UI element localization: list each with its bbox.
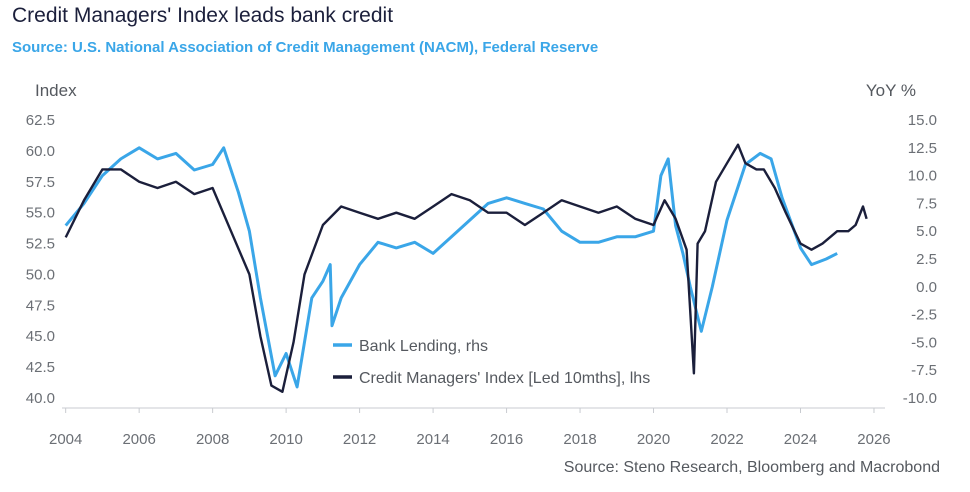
chart-title: Credit Managers' Index leads bank credit [12,4,394,27]
chart-subtitle: Source: U.S. National Association of Cre… [12,39,599,56]
right-tick-label: 15.0 [908,112,937,129]
bank-lending-line [64,146,838,389]
left-tick-label: 60.0 [26,143,55,160]
x-tick-label: 2010 [269,431,302,448]
left-tick-label: 55.0 [26,205,55,222]
left-tick-label: 62.5 [26,112,55,129]
source-note: Source: Steno Research, Bloomberg and Ma… [563,459,940,476]
x-tick-label: 2014 [416,431,449,448]
left-tick-label: 40.0 [26,390,55,407]
legend: Bank Lending, rhs Credit Managers' Index … [333,338,650,387]
left-axis: 62.5 60.0 57.5 55.0 52.5 50.0 47.5 45.0 42.5 40.0 [26,112,55,407]
series-layer [64,143,868,393]
x-tick-label: 2022 [710,431,743,448]
x-tick-label: 2020 [637,431,670,448]
right-tick-label: -5.0 [911,334,937,351]
left-tick-label: 45.0 [26,328,55,345]
cmi-line [64,143,868,393]
right-tick-label: 12.5 [908,140,937,157]
legend-label: Credit Managers' Index [Led 10mths], lhs [359,370,650,387]
x-tick-label: 2016 [490,431,523,448]
legend-label: Bank Lending, rhs [359,338,488,355]
left-tick-label: 47.5 [26,297,55,314]
right-tick-label: 5.0 [916,223,937,240]
right-tick-label: 2.5 [916,251,937,268]
x-tick-label: 2018 [563,431,596,448]
right-tick-label: -7.5 [911,362,937,379]
left-tick-label: 52.5 [26,236,55,253]
x-tick-label: 2024 [784,431,817,448]
x-tick-label: 2006 [122,431,155,448]
left-tick-label: 42.5 [26,359,55,376]
x-tick-label: 2008 [196,431,229,448]
right-tick-label: -10.0 [903,390,937,407]
right-tick-label: 7.5 [916,195,937,212]
x-tick-label: 2026 [857,431,890,448]
x-axis: 2004 2006 2008 2010 2012 2014 2016 2018 2020 2022… [49,408,891,448]
right-axis-title: YoY % [866,81,916,100]
x-tick-label: 2012 [343,431,376,448]
x-tick-label: 2004 [49,431,82,448]
left-axis-title: Index [35,81,77,100]
left-tick-label: 50.0 [26,266,55,283]
right-tick-label: 0.0 [916,279,937,296]
left-tick-label: 57.5 [26,174,55,191]
right-axis: 15.0 12.5 10.0 7.5 5.0 2.5 0.0 -2.5 -5.0 -7.5 -10.… [903,112,937,407]
right-tick-label: -2.5 [911,307,937,324]
right-tick-label: 10.0 [908,168,937,185]
